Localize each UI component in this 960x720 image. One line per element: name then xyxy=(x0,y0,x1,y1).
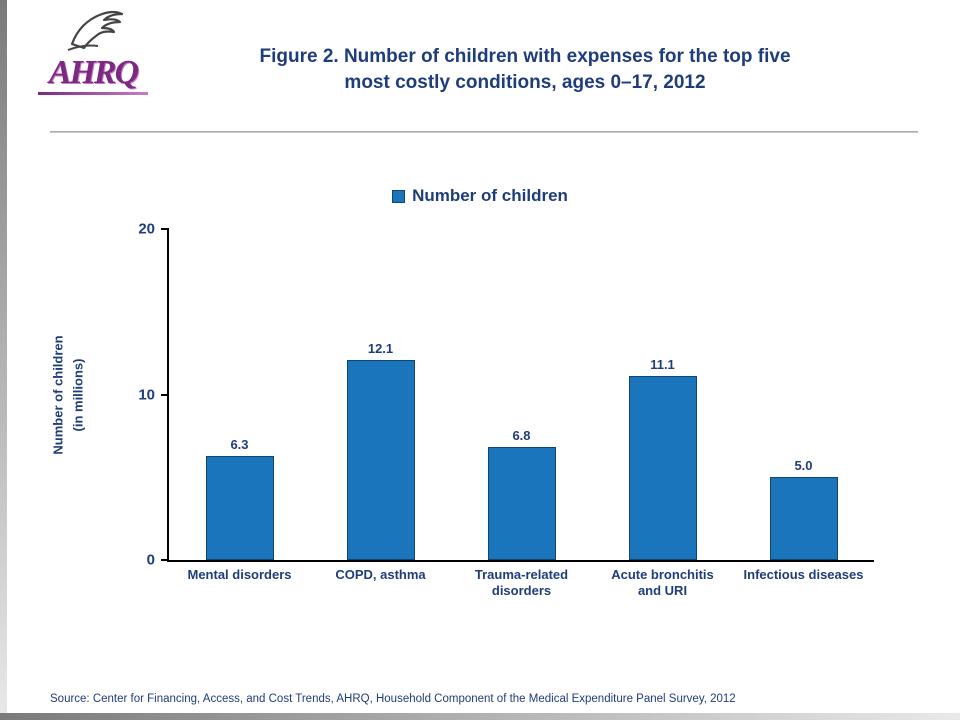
bar-value-label: 6.3 xyxy=(230,436,249,452)
ahrq-logo-underline xyxy=(38,92,148,95)
y-tick-mark xyxy=(161,228,169,230)
y-tick-mark xyxy=(161,559,169,561)
bar-group: 6.8 xyxy=(451,229,592,560)
bar xyxy=(205,455,274,560)
y-tick-label: 20 xyxy=(138,220,155,238)
bar xyxy=(769,477,838,560)
y-tick-label: 0 xyxy=(146,551,155,569)
bar xyxy=(346,359,415,560)
bar-group: 5.0 xyxy=(733,229,874,560)
category-label: Infectious diseases xyxy=(743,567,864,582)
bar-value-label: 6.8 xyxy=(512,428,531,444)
y-tick-label: 10 xyxy=(138,386,155,403)
ahrq-logo: AHRQ xyxy=(38,4,148,112)
bar-value-label: 5.0 xyxy=(794,458,813,474)
figure-title-line2: most costly conditions, ages 0–17, 2012 xyxy=(344,71,706,93)
chart-legend: Number of children xyxy=(0,186,960,206)
figure-title: Figure 2. Number of children with expens… xyxy=(150,44,900,95)
ahrq-logo-text: AHRQ xyxy=(48,54,139,91)
bar-value-label: 11.1 xyxy=(650,357,675,373)
category-label: Acute bronchitis and URI xyxy=(611,567,714,599)
category-label: COPD, asthma xyxy=(335,567,426,582)
page-edge-left xyxy=(0,0,7,720)
y-axis-title: Number of children (in millions) xyxy=(50,335,86,455)
bar-value-label: 12.1 xyxy=(367,340,394,356)
bar xyxy=(628,376,697,560)
source-note: Source: Center for Financing, Access, an… xyxy=(50,693,736,705)
hhs-eagle-icon xyxy=(67,10,124,51)
category-label: Trauma-related disorders xyxy=(474,567,569,599)
bar-group: 11.1 xyxy=(592,229,733,560)
category-labels: Mental disorders COPD, asthma Trauma-relat… xyxy=(169,567,874,600)
page-edge-bottom xyxy=(0,713,960,720)
legend-label: Number of children xyxy=(412,186,568,205)
figure-title-line1: Figure 2. Number of children with expens… xyxy=(259,46,791,67)
header-divider xyxy=(50,131,918,133)
bar-group: 6.3 xyxy=(169,229,310,560)
plot-area: 6.3 12.1 6.8 11.1 5.0 Mental disorders COPD, … xyxy=(138,221,874,598)
bar xyxy=(487,447,556,560)
legend-swatch-icon xyxy=(392,189,406,203)
y-tick-mark xyxy=(161,393,169,396)
bars: 6.3 12.1 6.8 11.1 5.0 xyxy=(169,229,874,560)
bar-group: 12.1 xyxy=(310,229,451,560)
category-label: Mental disorders xyxy=(187,567,292,582)
